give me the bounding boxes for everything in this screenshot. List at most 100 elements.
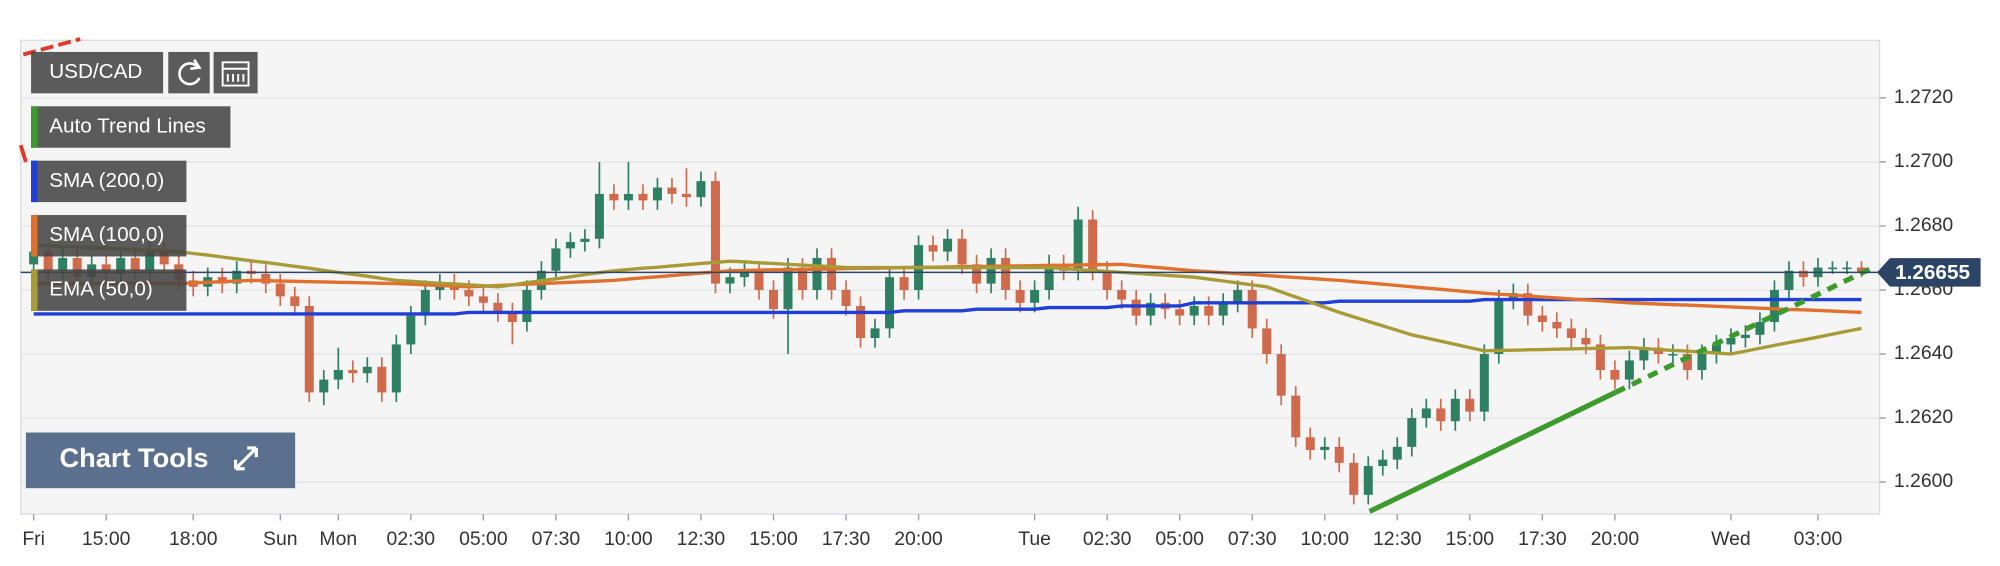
x-tick-label: 12:30 [1373,528,1422,550]
legend-button[interactable] [31,215,187,257]
y-tick-label: 1.2680 [1894,214,1954,236]
chart-tools-label: Chart Tools [60,442,209,473]
candle-body [798,267,808,290]
candle-body [1392,446,1402,460]
candle-body [1262,328,1272,355]
candle-body [101,264,111,274]
candle-body [841,289,851,306]
candle-body [1044,264,1054,290]
axes: 1.26001.26201.26401.26601.26801.27001.27… [20,86,1981,550]
trend-line-red [18,144,28,163]
candle-body [116,257,126,274]
legend-button[interactable] [31,106,231,148]
candle-body [304,305,314,393]
candle-body [594,193,604,239]
candle-body [1030,289,1040,303]
x-tick-label: 20:00 [894,528,943,550]
legend-swatch [31,106,38,148]
candle-body [1639,347,1649,361]
candle-body [1073,219,1083,271]
legend-button[interactable] [31,269,187,311]
legend-button[interactable] [31,160,187,203]
trend-line-dashed [1614,265,1873,395]
legend-label: Auto Trend Lines [49,114,206,137]
candle-body [1320,446,1330,451]
candle-body [652,187,662,201]
x-tick-label: 02:30 [387,528,436,550]
candle-body [406,315,416,345]
candle-body [290,296,300,306]
calendar-button[interactable] [213,51,258,94]
candle-body [1552,321,1562,329]
candle-body [1711,344,1721,355]
candle-body [1146,302,1156,316]
candle-body [1407,418,1417,447]
chart-tools-button[interactable] [25,432,296,489]
symbol-label: USD/CAD [49,60,142,83]
candle-body [551,248,561,271]
candle-body [1479,354,1489,412]
x-tick-label: 17:30 [822,528,871,550]
candle-body [1276,354,1286,396]
candle-body [377,366,387,393]
candle-body [1668,354,1678,356]
x-tick-label: Mon [319,528,357,550]
expand-icon [233,446,258,471]
candle-body [1233,289,1243,303]
grid [20,97,1880,483]
x-tick-label: 07:30 [1228,528,1277,550]
x-tick-label: 02:30 [1083,528,1132,550]
candle-body [1740,334,1750,338]
x-tick-label: 20:00 [1591,528,1640,550]
candle-body [768,289,778,310]
candle-body [1682,354,1692,371]
candle-body [275,283,285,297]
x-tick-label: 15:00 [82,528,131,550]
candle-body [1595,344,1605,371]
candle-body [1204,305,1214,316]
candle-body [1624,360,1634,380]
candle-body [1856,267,1866,273]
candle-body [1102,270,1112,290]
candle-body [261,273,271,284]
candle-body [1189,305,1199,316]
candle-body [1798,270,1808,278]
candle-body [783,267,793,310]
candle-body [1291,395,1301,438]
candle-body [1769,289,1779,322]
calendar-icon [221,61,250,87]
candle-body [420,289,430,316]
candle-body [725,277,735,284]
candle-body [928,245,938,252]
candle-body [507,312,517,322]
candle-body [1610,370,1620,380]
trend-line-solid [1368,390,1617,514]
candle-body [1117,289,1127,300]
legend-label: SMA (100,0) [49,223,164,246]
y-tick-label: 1.2620 [1894,406,1954,428]
symbol-button[interactable] [31,51,164,94]
candle-body [1218,302,1228,316]
candle-body [1755,321,1765,335]
candle-body [899,277,909,290]
candle-body [812,257,822,290]
refresh-icon [178,58,202,86]
y-tick-label: 1.2700 [1894,150,1954,172]
candle-body [739,270,749,278]
candle-body [710,181,720,284]
candle-body [943,238,953,252]
legend: Auto Trend Lines SMA (200,0) SMA (100,0) EM… [31,106,231,311]
candle-body [522,289,532,322]
candle-body [464,289,474,297]
legend-swatch [31,160,38,203]
candle-body [1726,337,1736,345]
y-tick-label: 1.2720 [1894,86,1954,108]
candle-body [885,277,895,329]
last-price-label: 1.26655 [1895,261,1970,284]
candle-body [1450,398,1460,422]
legend-label: EMA (50,0) [49,278,153,301]
candle-body [348,370,358,374]
legend-swatch [31,215,38,257]
last-price-box [1877,258,1981,287]
refresh-button[interactable] [168,51,210,94]
